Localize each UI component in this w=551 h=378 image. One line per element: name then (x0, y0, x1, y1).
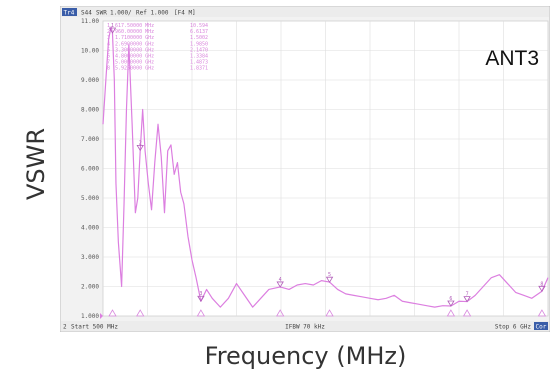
header-bar (61, 7, 549, 17)
scale-label: 1.000/ (110, 10, 132, 17)
footer-start: Start 500 MHz (71, 324, 118, 331)
footer-bar (61, 321, 549, 331)
marker-triangle[interactable] (447, 300, 455, 307)
grid (103, 21, 548, 316)
marker-list-value: 2.1470 (190, 47, 208, 53)
marker-list-id: 8 (107, 66, 110, 72)
y-tick-label: 11.00 (81, 18, 99, 25)
y-tick-label: 3.000 (81, 254, 99, 261)
y-tick-label: 10.00 (81, 48, 99, 55)
channel-label: [F4 M] (174, 10, 196, 17)
marker-list-id: 1 (107, 23, 110, 29)
marker-bottom-indicator[interactable] (196, 309, 206, 317)
marker-label: 6 (449, 296, 452, 302)
cor-label: Cor (536, 324, 547, 331)
marker-triangle[interactable] (463, 296, 471, 303)
y-tick-label: 5.000 (81, 195, 99, 202)
marker-list-id: 6 (107, 54, 110, 60)
marker-bottom-indicator[interactable] (446, 309, 456, 317)
chart-title: ANT3 (485, 47, 539, 70)
marker-list-value: 1.4873 (190, 60, 208, 66)
marker-label: 8 (540, 281, 543, 287)
y-tick-label: 4.000 (81, 225, 99, 232)
marker-list-freq: 5.0000000 GHz (115, 60, 154, 66)
marker-bottom-indicator[interactable] (275, 309, 285, 317)
marker-list-freq: 4.8000000 GHz (115, 54, 154, 60)
vswr-trace (102, 26, 549, 308)
marker-label: 3 (199, 291, 202, 297)
y-tick-label: 7.000 (81, 136, 99, 143)
footer-channel: 2 (63, 324, 67, 331)
param-label: S44 (81, 10, 92, 17)
marker-list-freq: 2.6900000 GHz (115, 41, 154, 47)
marker-list-freq: 960.00000 MHz (115, 29, 154, 35)
marker-bottom-indicator[interactable] (108, 309, 117, 317)
marker-triangle[interactable] (108, 27, 117, 34)
marker-triangle[interactable] (136, 144, 144, 152)
marker-list-value: 10.594 (190, 23, 208, 29)
marker-list-id: 2 (107, 29, 110, 35)
marker-list-id: 5 (107, 47, 110, 53)
marker-list-freq: 1.7100000 GHz (115, 35, 154, 41)
marker-list-freq: 5.9250000 GHz (115, 66, 154, 72)
marker-label: 5 (328, 272, 331, 278)
y-tick-label: 1.000 (81, 313, 99, 320)
trace-tag[interactable] (62, 8, 77, 16)
marker-list-value: 1.3384 (190, 54, 208, 60)
marker-label: 7 (466, 292, 469, 298)
ref-label: Ref 1.000 (136, 10, 169, 17)
marker-list-freq: 3.3000000 GHz (115, 47, 154, 53)
y-axis-label: VSWR (22, 127, 51, 201)
marker-bottom-indicator[interactable] (537, 309, 547, 317)
trace-label: Tr4 (64, 10, 75, 17)
x-axis-label: Frequency (MHz) (204, 342, 407, 370)
marker-label: 2 (139, 140, 142, 146)
reference-line-marker (100, 313, 103, 319)
y-tick-label: 2.000 (81, 284, 99, 291)
marker-label: 1 (111, 23, 114, 29)
marker-bottom-indicator[interactable] (325, 309, 334, 317)
marker-bottom-indicator[interactable] (462, 309, 472, 317)
marker-list-value: 1.8371 (190, 66, 208, 72)
marker-triangle[interactable] (197, 295, 205, 303)
vswr-chart: Tr4 S44 SWR 1.000/ Ref 1.000 [F4 M] 11.0… (60, 6, 550, 332)
marker-list-value: 6.6137 (190, 29, 208, 35)
footer-stop: Stop 6 GHz (495, 324, 532, 331)
y-tick-label: 6.000 (81, 166, 99, 173)
marker-bottom-indicator[interactable] (136, 309, 145, 317)
marker-triangle[interactable] (538, 285, 546, 293)
marker-list-value: 1.5002 (190, 35, 208, 41)
marker-list-freq: 617.50000 MHz (115, 23, 154, 29)
y-tick-labels: 11.00 10.00 9.000 8.000 7.000 6.000 5.000 4.000… (81, 18, 103, 320)
y-tick-label: 9.000 (81, 77, 99, 84)
marker-list-id: 7 (107, 60, 110, 66)
cor-badge[interactable] (534, 322, 548, 330)
marker-triangle[interactable] (325, 276, 334, 283)
marker-list-value: 1.9850 (190, 41, 208, 47)
y-tick-label: 8.000 (81, 107, 99, 114)
footer-ifbw: IFBW 70 kHz (285, 324, 325, 331)
format-label: SWR (96, 10, 107, 17)
marker-triangle[interactable] (276, 281, 284, 288)
marker-label: 4 (279, 277, 282, 283)
